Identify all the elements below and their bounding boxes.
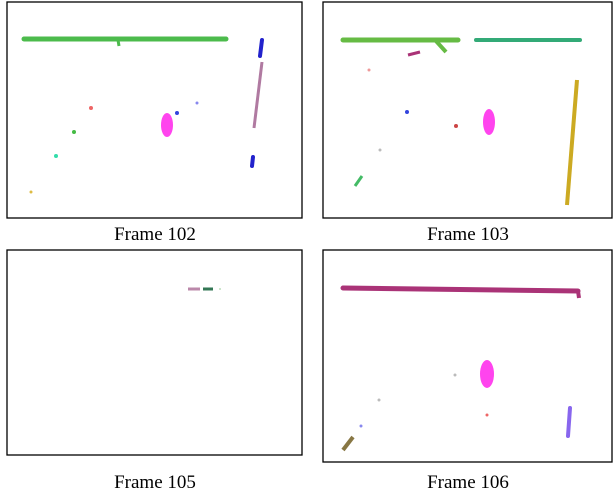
frame-border (7, 2, 302, 218)
dot (486, 414, 489, 417)
dot (360, 425, 363, 428)
dot (379, 149, 382, 152)
blob (480, 360, 494, 388)
panel: Frame 106 (323, 250, 612, 493)
blob (483, 109, 495, 135)
panel: Frame 103 (323, 2, 612, 245)
caption: Frame 106 (427, 472, 509, 493)
blob (161, 113, 173, 137)
panel: Frame 102 (7, 2, 302, 245)
caption: Frame 102 (114, 224, 196, 245)
dot (454, 374, 457, 377)
dot (219, 288, 221, 290)
panel: Frame 105 (7, 250, 302, 493)
stroke (118, 40, 119, 46)
stroke (260, 40, 262, 56)
dot (30, 191, 33, 194)
dot (196, 102, 199, 105)
figure: Frame 102 Frame 103 Frame 105 F (0, 0, 614, 498)
dot (378, 399, 381, 402)
caption: Frame 105 (114, 472, 196, 493)
dot (89, 106, 93, 110)
stroke (252, 157, 253, 166)
dot (454, 124, 458, 128)
dot (72, 130, 76, 134)
stroke (343, 288, 578, 291)
dot (54, 154, 58, 158)
stroke (578, 291, 579, 298)
frame-border (7, 250, 302, 455)
dot (368, 69, 371, 72)
caption: Frame 103 (427, 224, 509, 245)
dot (405, 110, 409, 114)
stroke (568, 408, 570, 436)
dot (175, 111, 179, 115)
